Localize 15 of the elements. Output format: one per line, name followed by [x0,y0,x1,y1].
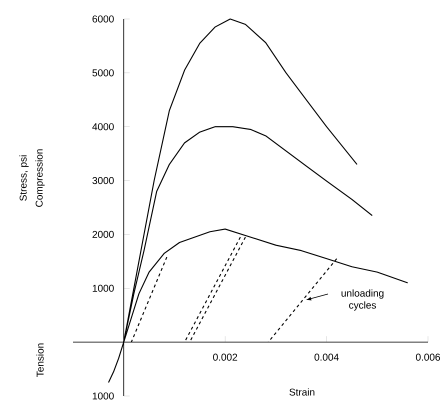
y-tick-label: 2000 [92,230,114,238]
y-tick-label: 1000 [92,284,114,292]
text: Tension [36,343,44,377]
y-tick-label: 1000 [92,392,114,400]
y-tick-label: 4000 [92,123,114,130]
annotation: unloading cycles [342,289,384,311]
x-tick-label: 0.002 [213,354,238,361]
y-axis-title: Stress, psi [19,155,29,201]
x-tick-label: 0.006 [416,354,440,361]
x-axis-title: Strain [289,388,314,396]
text: Compression [35,149,45,207]
y-tick-label: 6000 [92,15,114,23]
y-tick-label: 3000 [92,177,114,184]
y-tick-label: 5000 [92,69,114,76]
x-tick-label: 0.004 [314,354,339,361]
